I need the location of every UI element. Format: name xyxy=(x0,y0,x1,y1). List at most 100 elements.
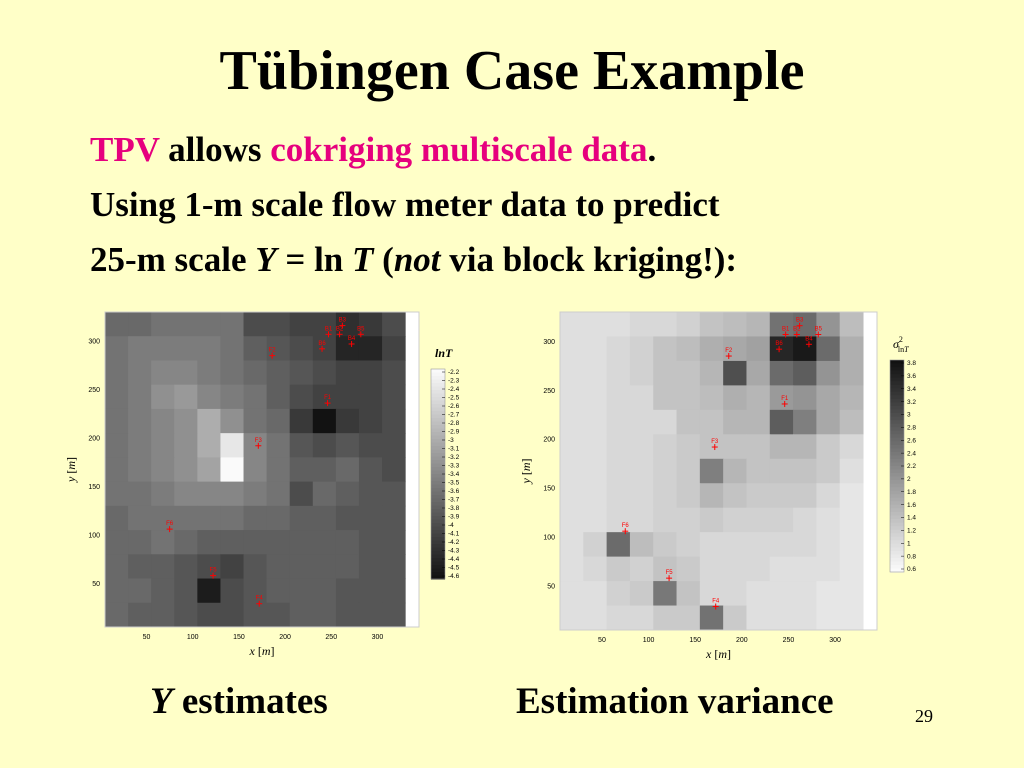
grid-cell xyxy=(266,433,291,458)
grid-cell xyxy=(151,433,175,458)
body-line-2: Using 1-m scale flow meter data to predi… xyxy=(90,185,720,224)
colorbar-segment xyxy=(890,413,904,418)
well-label: B5 xyxy=(815,327,823,333)
colorbar-segment xyxy=(890,420,904,425)
colorbar-tick-label: -4.4 xyxy=(448,556,460,563)
colorbar-segment xyxy=(890,561,904,566)
grid-cell xyxy=(289,457,314,483)
grid-cell xyxy=(653,458,678,484)
grid-cell xyxy=(816,507,841,533)
x-tick-label: 200 xyxy=(279,634,291,641)
x-axis-var: x xyxy=(705,647,712,661)
colorbar-segment xyxy=(890,451,904,456)
grid-cell xyxy=(289,408,314,434)
grid-cell xyxy=(653,507,678,533)
grid-cell xyxy=(128,336,152,361)
y-axis-bracket-close: ] xyxy=(64,457,78,461)
line1-period: . xyxy=(647,130,657,169)
colorbar-segment xyxy=(890,547,904,552)
grid-cell xyxy=(151,602,175,628)
well-label: B1 xyxy=(782,327,790,333)
colorbar-segment xyxy=(890,568,904,573)
grid-cell xyxy=(289,336,314,361)
grid-cell xyxy=(723,312,747,337)
grid-cell xyxy=(312,481,337,507)
grid-cell xyxy=(382,408,406,434)
grid-cell xyxy=(358,408,383,434)
colorbar-tick-label: 1.4 xyxy=(907,515,916,522)
grid-cell xyxy=(335,433,360,458)
colorbar-segment xyxy=(431,526,445,531)
body-line-3: 25-m scale Y = ln T (not via block krigi… xyxy=(90,232,990,287)
grid-cell xyxy=(629,605,654,631)
y-tick-label: 100 xyxy=(543,535,555,542)
grid-cell xyxy=(128,312,152,337)
colorbar-segment xyxy=(890,522,904,527)
colorbar-segment xyxy=(431,390,445,395)
grid-cell xyxy=(816,532,841,558)
well-label: F3 xyxy=(255,438,263,444)
slide-number: 29 xyxy=(915,706,933,726)
colorbar-tick-label: -3.2 xyxy=(448,454,460,461)
colorbar-tick-label: -4 xyxy=(448,522,454,529)
grid-cell xyxy=(723,532,747,558)
colorbar-segment xyxy=(890,370,904,375)
colorbar-segment xyxy=(890,480,904,485)
grid-cell xyxy=(629,532,654,558)
grid-cell xyxy=(793,312,817,337)
grid-cell xyxy=(723,434,747,460)
y-tick-label: 100 xyxy=(88,532,100,539)
grid-cell xyxy=(335,336,360,361)
grid-cell xyxy=(723,409,747,435)
well-label: B2 xyxy=(336,326,344,332)
colorbar-segment xyxy=(890,554,904,559)
y-axis-unit: m xyxy=(519,462,533,471)
grid-cell xyxy=(220,578,245,604)
y-tick-label: 300 xyxy=(88,339,100,346)
grid-cell xyxy=(151,505,175,531)
well-label: F5 xyxy=(210,568,218,574)
colorbar-tick-label: 2 xyxy=(907,476,911,483)
grid-cell xyxy=(793,556,817,582)
grid-cell xyxy=(629,312,654,337)
grid-cell xyxy=(816,336,841,362)
grid-cell xyxy=(839,507,864,533)
grid-cell xyxy=(151,384,175,410)
grid-cell xyxy=(676,360,701,386)
grid-cell xyxy=(653,605,678,631)
colorbar-segment xyxy=(431,519,445,524)
grid-cell xyxy=(746,312,771,337)
colorbar-tick-label: -2.2 xyxy=(448,369,460,376)
grid-cell xyxy=(243,505,268,531)
colorbar-tick-label: -3.8 xyxy=(448,505,460,512)
well-label: F2 xyxy=(269,348,277,354)
grid-cell xyxy=(676,483,701,509)
grid-cell xyxy=(606,581,631,607)
grid-cell xyxy=(816,434,841,460)
grid-cell xyxy=(105,457,129,483)
colorbar-segment xyxy=(431,460,445,465)
colorbar-tick-label: -3.4 xyxy=(448,471,460,478)
slide-body: TPV allows cokriging multiscale data. Us… xyxy=(90,122,990,287)
grid-cell xyxy=(266,578,291,604)
grid-cell xyxy=(105,578,129,604)
grid-cell xyxy=(197,433,221,458)
grid-cell xyxy=(793,581,817,607)
grid-cell xyxy=(746,458,771,484)
colorbar-segment xyxy=(431,540,445,545)
grid-cell xyxy=(793,385,817,411)
colorbar-segment xyxy=(431,432,445,437)
well-label: B4 xyxy=(805,336,813,342)
colorbar-tick-label: -4.6 xyxy=(448,573,460,580)
grid-cell xyxy=(676,532,701,558)
grid-cell xyxy=(382,505,406,531)
grid-cell xyxy=(197,578,221,604)
grid-cell xyxy=(839,336,864,362)
grid-cell xyxy=(723,483,747,509)
colorbar-segment xyxy=(431,488,445,493)
grid-cell xyxy=(105,336,129,361)
grid-cell xyxy=(699,605,724,631)
colorbar-segment xyxy=(890,391,904,396)
y-tick-label: 150 xyxy=(88,484,100,491)
grid-cell xyxy=(243,481,268,507)
